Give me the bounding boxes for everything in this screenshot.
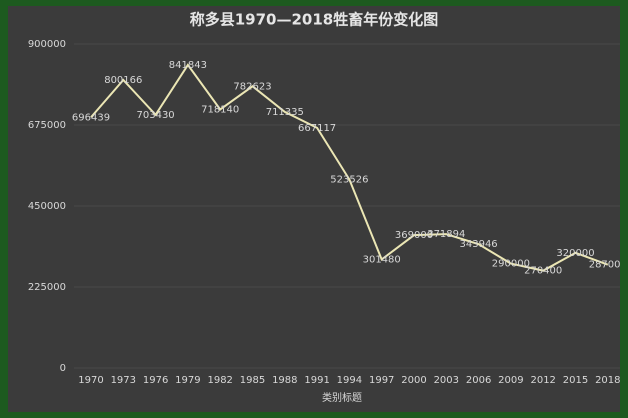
data-label: 782623	[233, 81, 271, 92]
y-tick-label: 0	[60, 363, 66, 374]
x-tick-label: 1982	[207, 375, 232, 386]
y-tick-label: 675000	[28, 120, 66, 131]
data-label: 369000	[395, 230, 433, 241]
data-label: 371894	[427, 229, 465, 240]
x-tick-label: 2003	[434, 375, 459, 386]
data-label: 287000	[589, 260, 620, 271]
x-tick-label: 1994	[337, 375, 362, 386]
x-axis-label: 类别标题	[322, 391, 362, 404]
data-label: 343946	[460, 239, 498, 250]
x-tick-label: 2018	[595, 375, 620, 386]
data-label: 320000	[556, 248, 594, 259]
x-tick-label: 1979	[175, 375, 200, 386]
chart: 称多县1970—2018牲畜年份变化图 类别标题 0 225000 450000 67…	[8, 6, 620, 412]
x-tick-label: 1988	[272, 375, 297, 386]
x-tick-label: 2015	[563, 375, 588, 386]
x-tick-label: 2009	[498, 375, 523, 386]
data-label: 841843	[169, 60, 207, 71]
x-tick-label: 2006	[466, 375, 491, 386]
chart-title: 称多县1970—2018牲畜年份变化图	[190, 11, 439, 29]
data-label: 718140	[201, 104, 239, 115]
x-tick-label: 2000	[401, 375, 426, 386]
x-tick-label: 1970	[78, 375, 103, 386]
data-label: 800166	[104, 75, 142, 86]
chart-background	[8, 6, 620, 412]
x-tick-label: 1976	[143, 375, 168, 386]
x-tick-label: 1985	[240, 375, 265, 386]
x-tick-label: 1991	[304, 375, 329, 386]
data-label: 301480	[363, 254, 401, 265]
data-label: 270400	[524, 266, 562, 277]
y-tick-label: 225000	[28, 282, 66, 293]
data-label: 523526	[330, 175, 368, 186]
data-label: 711335	[266, 107, 304, 118]
x-tick-label: 1997	[369, 375, 394, 386]
data-label: 667117	[298, 123, 336, 134]
data-label: 703430	[137, 110, 175, 121]
data-line	[90, 63, 609, 272]
data-label: 290000	[492, 259, 530, 270]
x-tick-label: 1973	[111, 375, 136, 386]
x-tick-label: 2012	[530, 375, 555, 386]
data-label: 696439	[72, 112, 110, 123]
y-tick-label: 450000	[28, 201, 66, 212]
y-tick-label: 900000	[28, 39, 66, 50]
